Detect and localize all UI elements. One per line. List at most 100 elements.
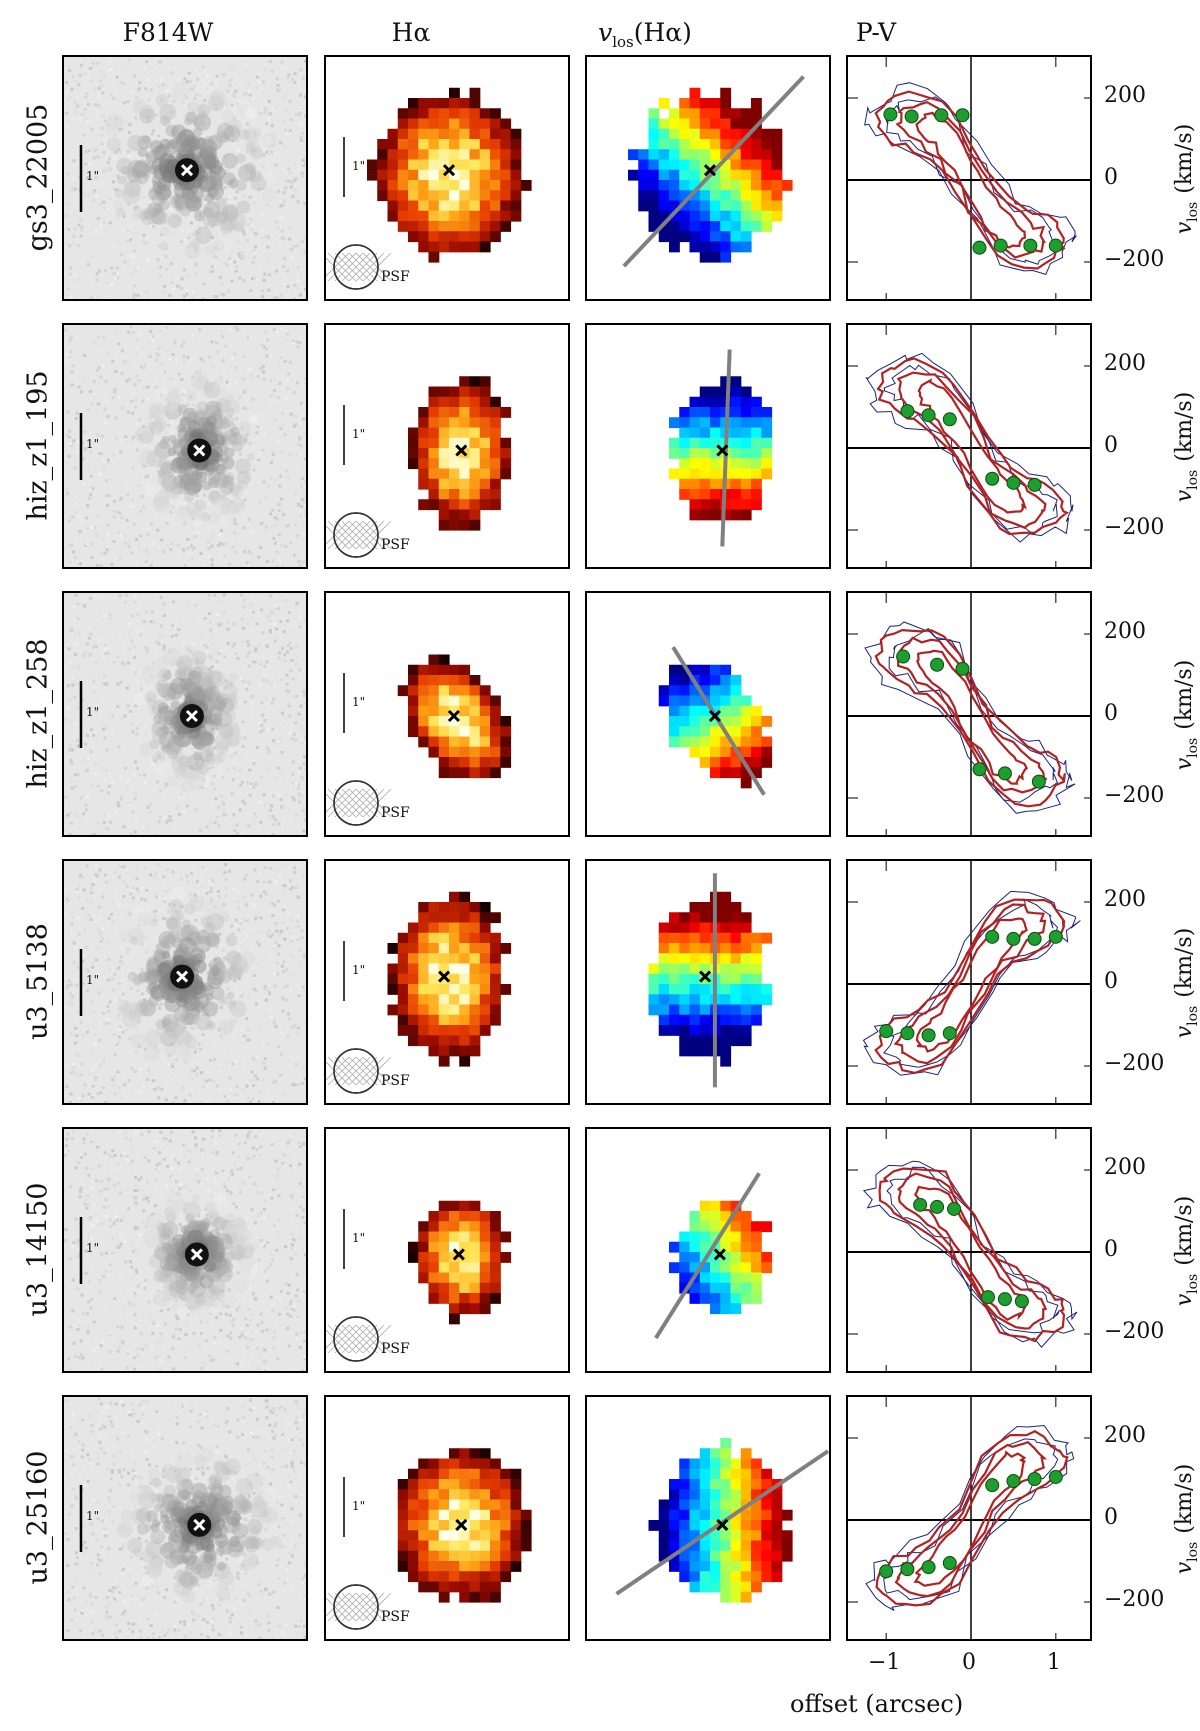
pv-data-point: [942, 412, 957, 427]
pv-data-point: [1006, 475, 1021, 490]
f814w-image-panel: 1": [62, 1395, 308, 1641]
pv-data-point: [921, 1028, 936, 1043]
psf-circle-icon: [326, 780, 392, 826]
halpha-map-panel: 1" PSF: [324, 1395, 570, 1641]
pv-yaxis: 200 0 −200 vlos(km/s): [1104, 83, 1200, 272]
pv-data-point: [942, 1556, 957, 1571]
scale-bar-label: 1": [352, 1499, 366, 1513]
scale-bar-label: 1": [86, 705, 100, 719]
pv-ytick-label: 200: [1104, 83, 1146, 108]
pv-ytick-label: −200: [1104, 247, 1164, 272]
pv-data-point: [896, 649, 911, 664]
scale-bar-label: 1": [352, 695, 366, 709]
pv-data-point: [947, 1201, 962, 1216]
scale-bar-label: 1": [352, 427, 366, 441]
pv-data-point: [972, 240, 987, 255]
center-marker-icon: [708, 709, 721, 723]
col-title-vlos-paren: (Hα): [633, 18, 692, 47]
pv-data-point: [955, 661, 970, 676]
scale-bar-label: 1": [86, 437, 100, 451]
pv-data-point: [879, 1024, 894, 1039]
pv-data-point: [883, 107, 898, 122]
pv-data-point: [930, 1199, 945, 1214]
psf-circle-icon: [326, 1584, 392, 1630]
pv-data-point: [997, 1292, 1012, 1307]
center-marker-icon: [713, 1248, 726, 1261]
pv-data-point: [1014, 1294, 1029, 1309]
pv-data-point: [930, 657, 945, 672]
pv-ytick-label: 0: [1104, 165, 1118, 190]
center-marker-icon: [452, 1248, 465, 1261]
f814w-image-panel: 1": [62, 323, 308, 569]
velocity-map-panel: [585, 323, 831, 569]
pv-ytick-label: 200: [1104, 887, 1146, 912]
pv-data-point: [900, 404, 915, 419]
pv-yaxis: 200 0 −200 vlos(km/s): [1104, 887, 1200, 1076]
pv-data-point: [1027, 931, 1042, 946]
psf-circle-icon: [326, 1048, 392, 1094]
pv-ytick-label: −200: [1104, 1051, 1164, 1076]
pv-ytick-label: −200: [1104, 515, 1164, 540]
pv-diagram-panel: [846, 55, 1092, 301]
pv-data-point: [904, 109, 919, 124]
row-label: hiz_z1_195: [22, 370, 54, 521]
pv-ytick-label: 0: [1104, 433, 1118, 458]
pv-data-point: [913, 1197, 928, 1212]
pv-ytick-label: 0: [1104, 701, 1118, 726]
col-title-pv: P-V: [855, 18, 897, 47]
pv-data-point: [1031, 774, 1046, 789]
pv-ytick-label: 200: [1104, 1155, 1146, 1180]
col-title-vlos-main: v: [598, 18, 613, 47]
f814w-image-panel: 1": [62, 55, 308, 301]
velocity-map-panel: [585, 859, 831, 1105]
psf-label: PSF: [381, 269, 410, 285]
pv-data-point: [921, 1560, 936, 1575]
pv-data-point: [1006, 1474, 1021, 1489]
center-marker-icon: [176, 970, 189, 983]
pv-data-point: [934, 108, 949, 123]
center-marker-icon: [699, 970, 712, 983]
scale-bar-label: 1": [86, 1241, 100, 1255]
pv-xaxis-label: offset (arcsec): [790, 1690, 964, 1718]
pv-ytick-label: −200: [1104, 1319, 1164, 1344]
col-title-vlos: vlos(Hα): [525, 18, 765, 51]
center-marker-icon: [442, 164, 456, 177]
pv-data-point: [980, 1290, 995, 1305]
pv-yaxis-label: vlos(km/s): [1172, 392, 1200, 503]
scale-bar-label: 1": [86, 1509, 100, 1523]
velocity-map-panel: [585, 1395, 831, 1641]
pv-diagram-panel: [846, 1127, 1092, 1373]
row-label: u3_5138: [22, 923, 54, 1040]
pv-xtick-label: 1: [1047, 1650, 1061, 1675]
scale-bar-label: 1": [352, 159, 366, 173]
halpha-map-panel: 1" PSF: [324, 323, 570, 569]
f814w-image-panel: 1": [62, 859, 308, 1105]
pv-ytick-label: 0: [1104, 969, 1118, 994]
psf-label: PSF: [381, 1341, 410, 1357]
center-marker-icon: [703, 164, 717, 177]
pv-data-point: [879, 1564, 894, 1579]
pv-data-point: [1048, 1469, 1063, 1484]
row-label: u3_25160: [22, 1450, 54, 1585]
pv-diagram-panel: [846, 591, 1092, 837]
center-marker-icon: [190, 1248, 203, 1261]
pv-data-point: [1048, 238, 1063, 253]
col-title-vlos-sub: los: [612, 33, 634, 51]
pv-data-point: [997, 766, 1012, 781]
center-marker-icon: [193, 444, 206, 457]
velocity-map-panel: [585, 1127, 831, 1373]
halpha-map-panel: 1" PSF: [324, 859, 570, 1105]
pv-data-point: [993, 238, 1008, 253]
pv-ytick-label: 0: [1104, 1505, 1118, 1530]
pv-data-point: [1006, 931, 1021, 946]
psf-label: PSF: [381, 1073, 410, 1089]
psf-circle-icon: [326, 1316, 392, 1362]
pv-xtick-label: −1: [868, 1650, 900, 1675]
pv-data-point: [921, 408, 936, 423]
pv-yaxis: 200 0 −200 vlos(km/s): [1104, 1155, 1200, 1344]
row-label: hiz_z1_258: [22, 638, 54, 789]
pv-data-point: [972, 762, 987, 777]
velocity-map-panel: [585, 55, 831, 301]
scale-bar-label: 1": [352, 1231, 366, 1245]
position-angle-line: [654, 1172, 761, 1340]
